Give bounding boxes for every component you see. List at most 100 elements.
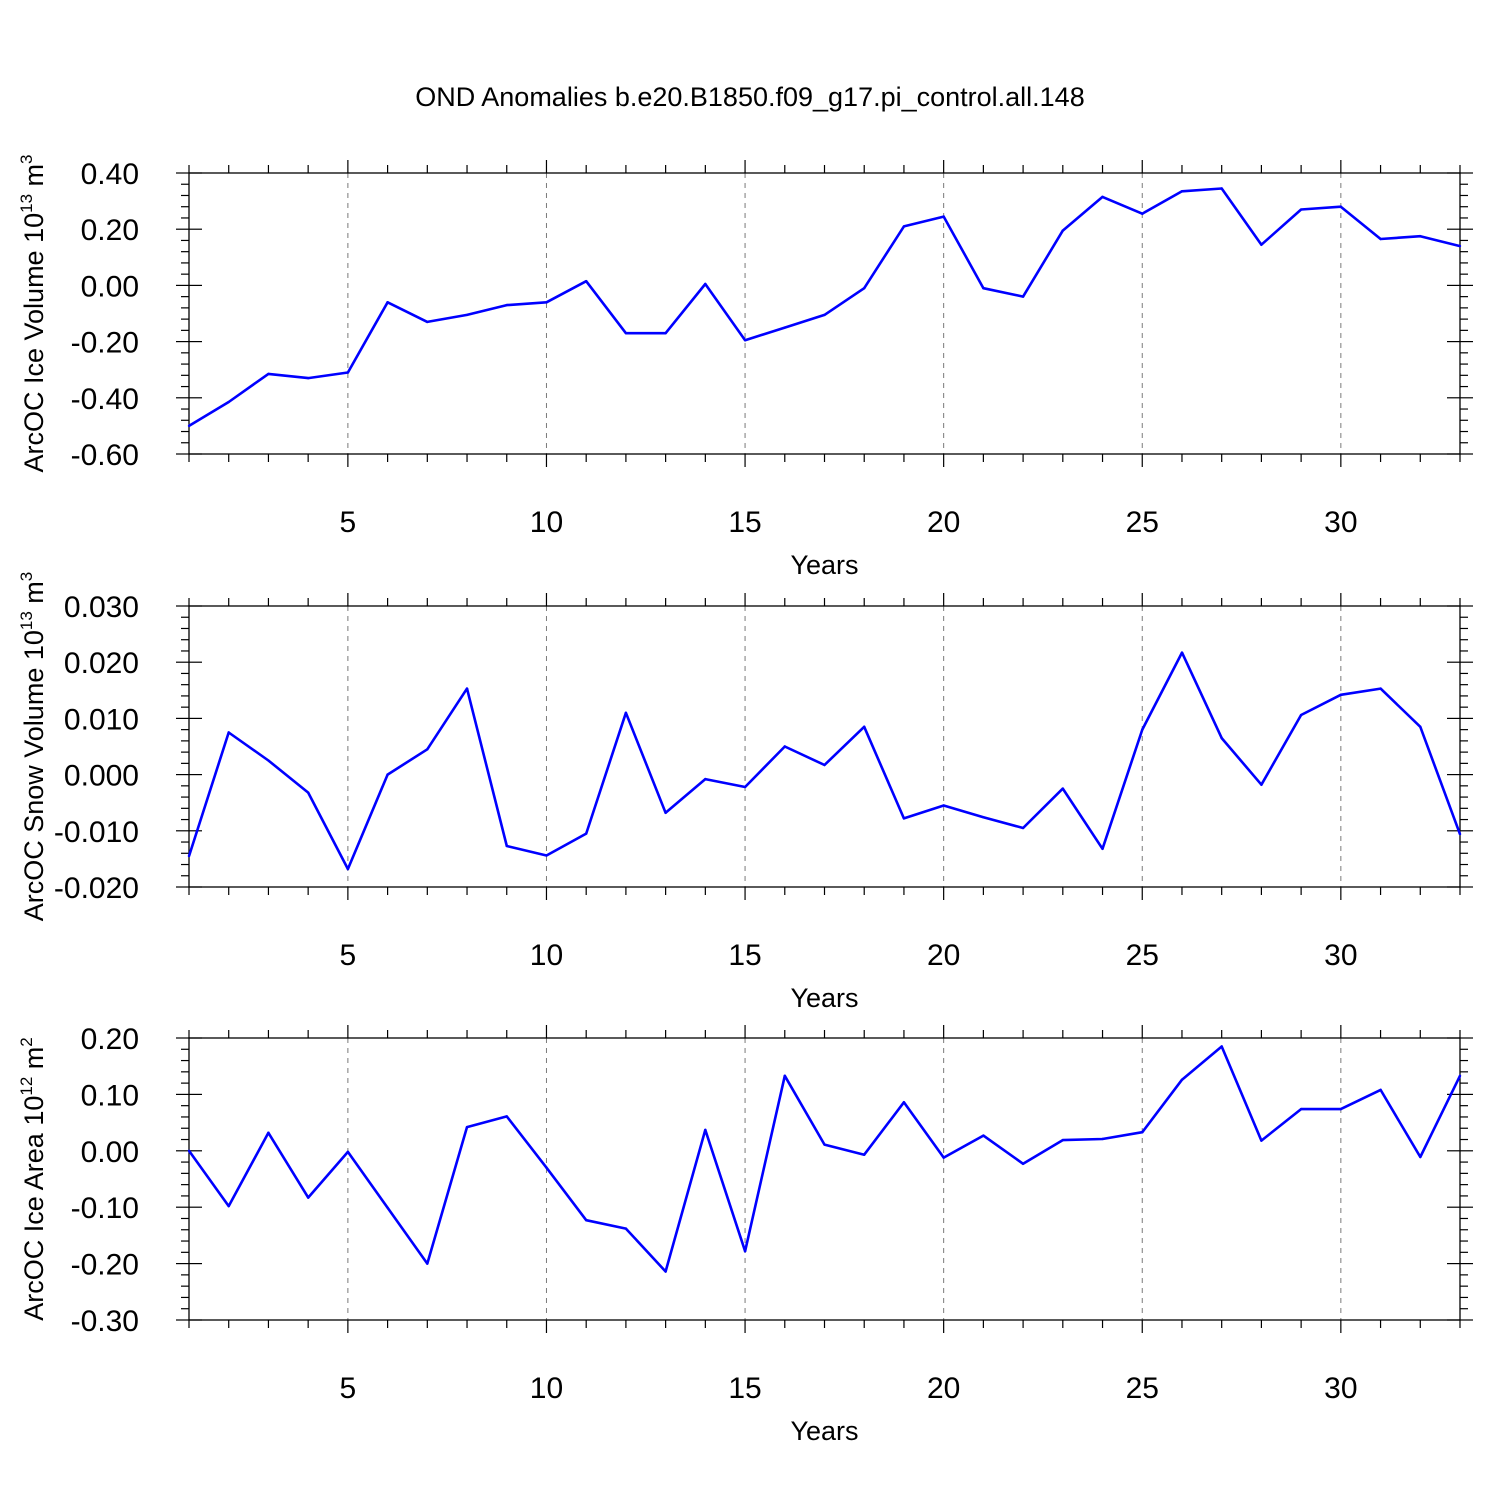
y-axis-label: ArcOC Ice Area 1012 m2 — [17, 1037, 49, 1321]
data-point — [545, 301, 548, 304]
x-tick-label: 25 — [1126, 506, 1159, 539]
data-point — [505, 1115, 508, 1118]
data-point — [982, 1134, 985, 1137]
y-tick-label: 0.20 — [81, 214, 139, 247]
data-point — [426, 748, 429, 751]
data-point — [346, 371, 350, 374]
y-tick-label: -0.60 — [71, 439, 139, 472]
x-tick-label: 10 — [530, 939, 563, 972]
x-tick-label: 5 — [340, 1372, 357, 1405]
data-point — [942, 804, 945, 807]
y-tick-label: -0.20 — [71, 327, 139, 360]
data-point — [942, 1156, 945, 1159]
data-point — [1101, 847, 1104, 850]
x-axis-label: Years — [790, 983, 858, 1013]
x-tick-label: 30 — [1324, 1372, 1357, 1405]
y-tick-label: 0.10 — [81, 1079, 139, 1112]
y-tick-label: 0.00 — [81, 1136, 139, 1169]
data-point — [267, 759, 270, 762]
data-point — [1061, 787, 1065, 790]
data-point — [1339, 205, 1343, 208]
data-point — [704, 1128, 707, 1132]
data-point — [1260, 243, 1263, 246]
data-point — [386, 301, 389, 304]
data-point — [1458, 1074, 1462, 1077]
x-tick-label: 20 — [927, 1372, 960, 1405]
data-point — [823, 763, 826, 767]
x-tick-label: 25 — [1126, 1372, 1159, 1405]
x-tick-label: 30 — [1324, 939, 1357, 972]
panels: -0.60 -0.40 -0.20 0.00 0.20 0.40 5 10 15 20 25 30 Ye… — [17, 154, 1473, 1446]
data-point — [584, 1218, 588, 1222]
x-tick-label: 15 — [728, 506, 761, 539]
x-tick-label: 5 — [340, 939, 357, 972]
y-tick-label: -0.10 — [71, 1192, 139, 1225]
data-point — [982, 816, 985, 819]
data-point — [1021, 295, 1025, 298]
x-axis-label: Years — [790, 1416, 858, 1446]
chart-title: OND Anomalies b.e20.B1850.f09_g17.pi_con… — [415, 82, 1084, 112]
data-point — [1458, 832, 1462, 836]
data-point — [1260, 783, 1263, 786]
data-point — [545, 854, 548, 857]
data-point — [982, 287, 985, 290]
data-point — [664, 1270, 667, 1273]
data-point — [465, 1125, 469, 1129]
data-point — [863, 1153, 866, 1156]
y-tick-label: -0.30 — [71, 1305, 139, 1338]
data-point — [227, 1204, 230, 1208]
data-point — [1299, 713, 1303, 717]
y-tick-label: 0.40 — [81, 158, 139, 191]
data-point — [1141, 728, 1144, 731]
data-point — [426, 1262, 429, 1265]
data-point — [306, 791, 310, 794]
data-point — [863, 725, 866, 729]
data-point — [624, 711, 628, 714]
data-point — [306, 376, 310, 380]
data-point — [743, 1249, 747, 1253]
data-point — [1220, 736, 1223, 740]
y-tick-label: 0.00 — [81, 270, 139, 303]
data-point — [1101, 1137, 1104, 1141]
y-tick-label: -0.020 — [54, 872, 139, 905]
data-point — [187, 854, 191, 858]
x-tick-label: 20 — [927, 506, 960, 539]
data-point — [306, 1196, 310, 1199]
data-point — [783, 326, 786, 329]
y-axis-label: ArcOC Ice Volume 1013 m3 — [17, 154, 49, 472]
data-point — [863, 287, 866, 290]
data-point — [1180, 190, 1184, 193]
data-point — [1220, 1045, 1223, 1048]
x-tick-label: 5 — [340, 506, 357, 539]
data-point — [1260, 1139, 1263, 1142]
data-point — [426, 320, 429, 324]
data-point — [386, 1206, 389, 1209]
data-point — [1220, 187, 1223, 190]
data-point — [545, 1166, 548, 1169]
data-point — [1458, 244, 1462, 248]
x-tick-label: 15 — [728, 1372, 761, 1405]
y-tick-label: 0.20 — [81, 1023, 139, 1056]
data-point — [346, 867, 350, 871]
data-point — [505, 303, 508, 307]
data-point — [1339, 693, 1343, 696]
data-point — [1379, 687, 1382, 690]
x-tick-label: 30 — [1324, 506, 1357, 539]
data-point — [584, 832, 588, 835]
x-tick-label: 10 — [530, 506, 563, 539]
data-point — [1180, 1078, 1184, 1081]
panel-snow-volume: -0.020 -0.010 0.000 0.010 0.020 0.030 5 10 15 20 2… — [17, 572, 1473, 1013]
data-point — [1021, 1162, 1025, 1165]
data-point — [465, 687, 469, 690]
data-point — [187, 424, 191, 428]
y-tick-label: 0.020 — [64, 647, 139, 680]
x-tick-label: 10 — [530, 1372, 563, 1405]
data-point — [1141, 212, 1144, 215]
data-point — [1299, 208, 1303, 211]
data-point — [1339, 1107, 1343, 1111]
data-point — [783, 745, 786, 748]
data-point — [664, 331, 667, 335]
data-point — [704, 777, 707, 781]
